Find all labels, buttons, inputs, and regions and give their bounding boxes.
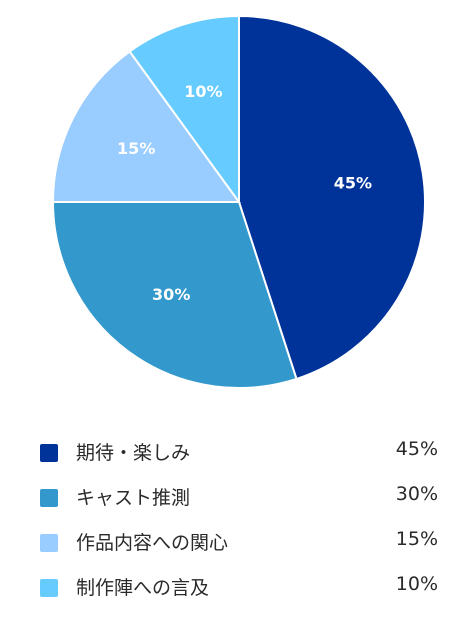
slice-percent-label: 15% xyxy=(117,139,155,158)
legend-value: 30% xyxy=(395,483,438,505)
legend-value: 45% xyxy=(395,438,438,460)
chart-legend: 期待・楽しみ 45% キャスト推測 30% 作品内容への関心 15% 制作陣への… xyxy=(0,430,476,610)
legend-swatch-icon xyxy=(40,534,58,552)
pie-slice-expectation xyxy=(238,14,426,381)
legend-item-expectation: 期待・楽しみ 45% xyxy=(0,430,476,475)
legend-swatch-icon xyxy=(40,489,58,507)
pie-slice-cast-guess xyxy=(51,201,298,389)
legend-label: キャスト推測 xyxy=(76,487,191,509)
legend-item-cast-guess: キャスト推測 30% xyxy=(0,475,476,520)
legend-value: 15% xyxy=(395,528,438,550)
legend-swatch-icon xyxy=(40,444,58,462)
legend-item-content-interest: 作品内容への関心 15% xyxy=(0,520,476,565)
legend-label: 期待・楽しみ xyxy=(76,442,191,464)
pie-slice-production-mention xyxy=(128,14,240,206)
slice-percent-label: 30% xyxy=(152,285,190,304)
slice-percent-label: 10% xyxy=(184,82,222,101)
legend-label: 作品内容への関心 xyxy=(76,532,229,554)
legend-label: 制作陣への言及 xyxy=(76,577,210,599)
pie-chart: 45% 30% 15% 10% xyxy=(51,14,426,389)
pie-slice-content-interest xyxy=(51,50,241,203)
slice-percent-label: 45% xyxy=(334,174,372,193)
legend-value: 10% xyxy=(395,573,438,595)
legend-item-production-mention: 制作陣への言及 10% xyxy=(0,565,476,610)
legend-swatch-icon xyxy=(40,579,58,597)
